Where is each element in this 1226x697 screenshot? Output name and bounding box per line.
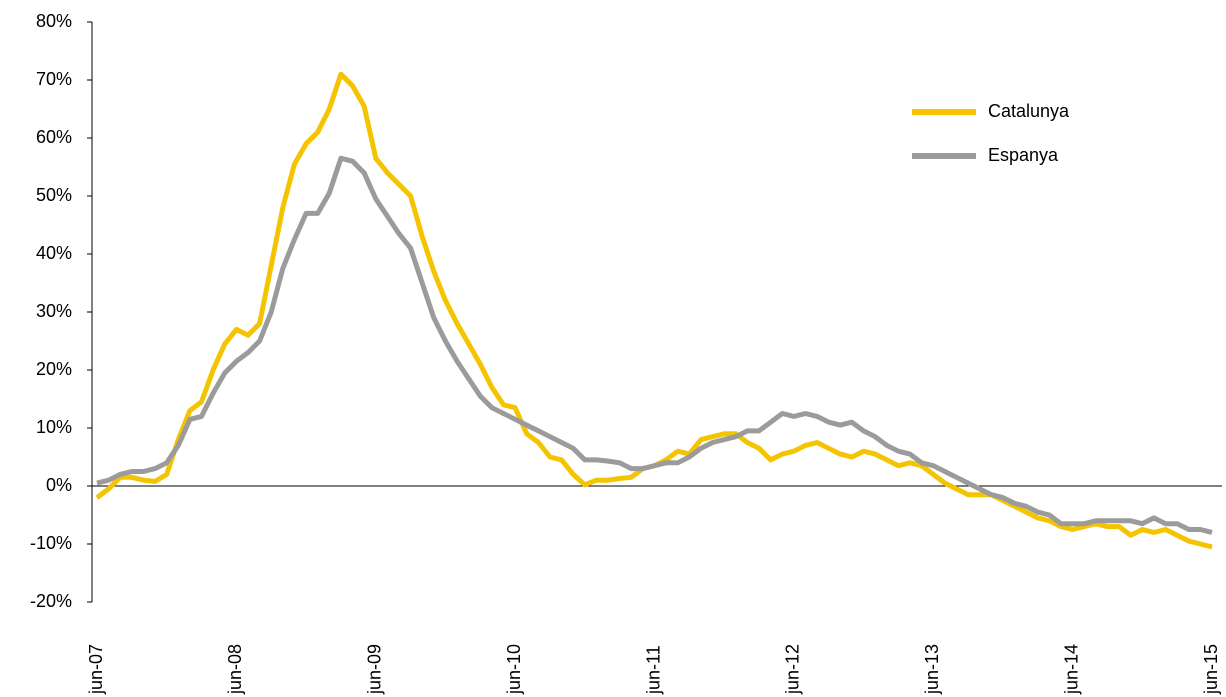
y-tick-label: 40% xyxy=(36,243,72,263)
y-tick-label: 0% xyxy=(46,475,72,495)
y-tick-label: 20% xyxy=(36,359,72,379)
y-tick-label: -20% xyxy=(30,591,72,611)
y-tick-label: 30% xyxy=(36,301,72,321)
y-tick-label: -10% xyxy=(30,533,72,553)
x-tick-label: jun-15 xyxy=(1201,644,1221,695)
x-tick-label: jun-11 xyxy=(643,645,663,695)
y-tick-label: 10% xyxy=(36,417,72,437)
x-tick-label: jun-14 xyxy=(1061,644,1081,695)
x-tick-label: jun-13 xyxy=(922,644,942,695)
x-tick-label: jun-08 xyxy=(225,644,245,695)
series-line xyxy=(96,155,1213,535)
x-tick-label: jun-12 xyxy=(783,644,803,695)
y-tick-label: 70% xyxy=(36,69,72,89)
x-tick-label: jun-07 xyxy=(86,644,106,695)
legend-label: Catalunya xyxy=(988,101,1070,121)
x-tick-label: jun-09 xyxy=(365,644,385,695)
y-tick-label: 50% xyxy=(36,185,72,205)
y-tick-label: 60% xyxy=(36,127,72,147)
x-tick-label: jun-10 xyxy=(504,644,524,695)
legend-label: Espanya xyxy=(988,145,1059,165)
y-tick-label: 80% xyxy=(36,11,72,31)
